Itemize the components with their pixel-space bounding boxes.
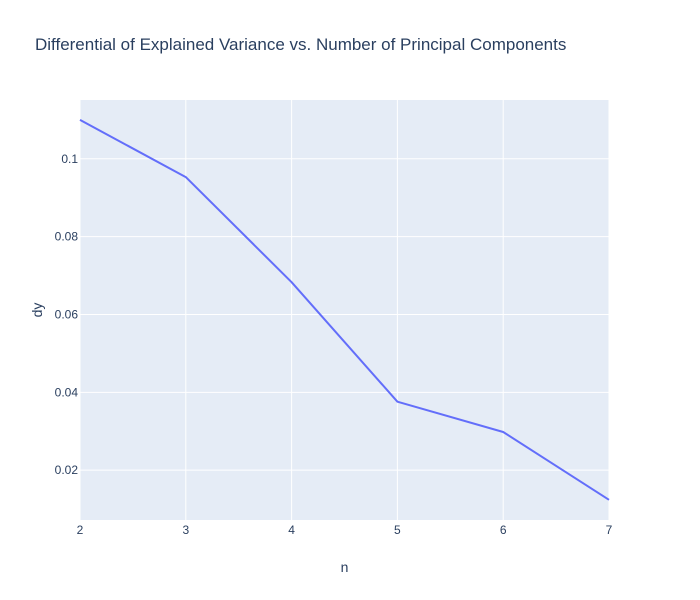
data-point[interactable] xyxy=(394,399,400,405)
data-point[interactable] xyxy=(289,279,295,285)
data-point[interactable] xyxy=(183,174,189,180)
series-group xyxy=(77,117,612,503)
x-tick-label: 7 xyxy=(606,523,613,537)
y-tick-label: 0.02 xyxy=(55,463,79,477)
y-axis-title: dy xyxy=(29,303,45,318)
x-axis-ticks: 2 3 4 5 6 7 xyxy=(77,523,613,537)
data-point[interactable] xyxy=(77,117,83,123)
x-tick-label: 4 xyxy=(288,523,295,537)
series-line xyxy=(79,119,610,501)
chart-title: Differential of Explained Variance vs. N… xyxy=(35,35,566,54)
x-tick-label: 5 xyxy=(394,523,401,537)
y-tick-label: 0.08 xyxy=(55,230,79,244)
data-point[interactable] xyxy=(606,497,612,503)
y-axis-ticks: 0.02 0.04 0.06 0.08 0.1 xyxy=(55,152,79,477)
x-tick-label: 3 xyxy=(182,523,189,537)
y-tick-label: 0.06 xyxy=(55,307,79,321)
y-tick-label: 0.1 xyxy=(61,152,78,166)
x-tick-label: 2 xyxy=(77,523,84,537)
gridlines xyxy=(79,100,610,520)
x-tick-label: 6 xyxy=(500,523,507,537)
x-axis-title: n xyxy=(341,559,349,575)
plot-area xyxy=(80,100,609,520)
y-tick-label: 0.04 xyxy=(55,385,79,399)
data-point[interactable] xyxy=(500,429,506,435)
